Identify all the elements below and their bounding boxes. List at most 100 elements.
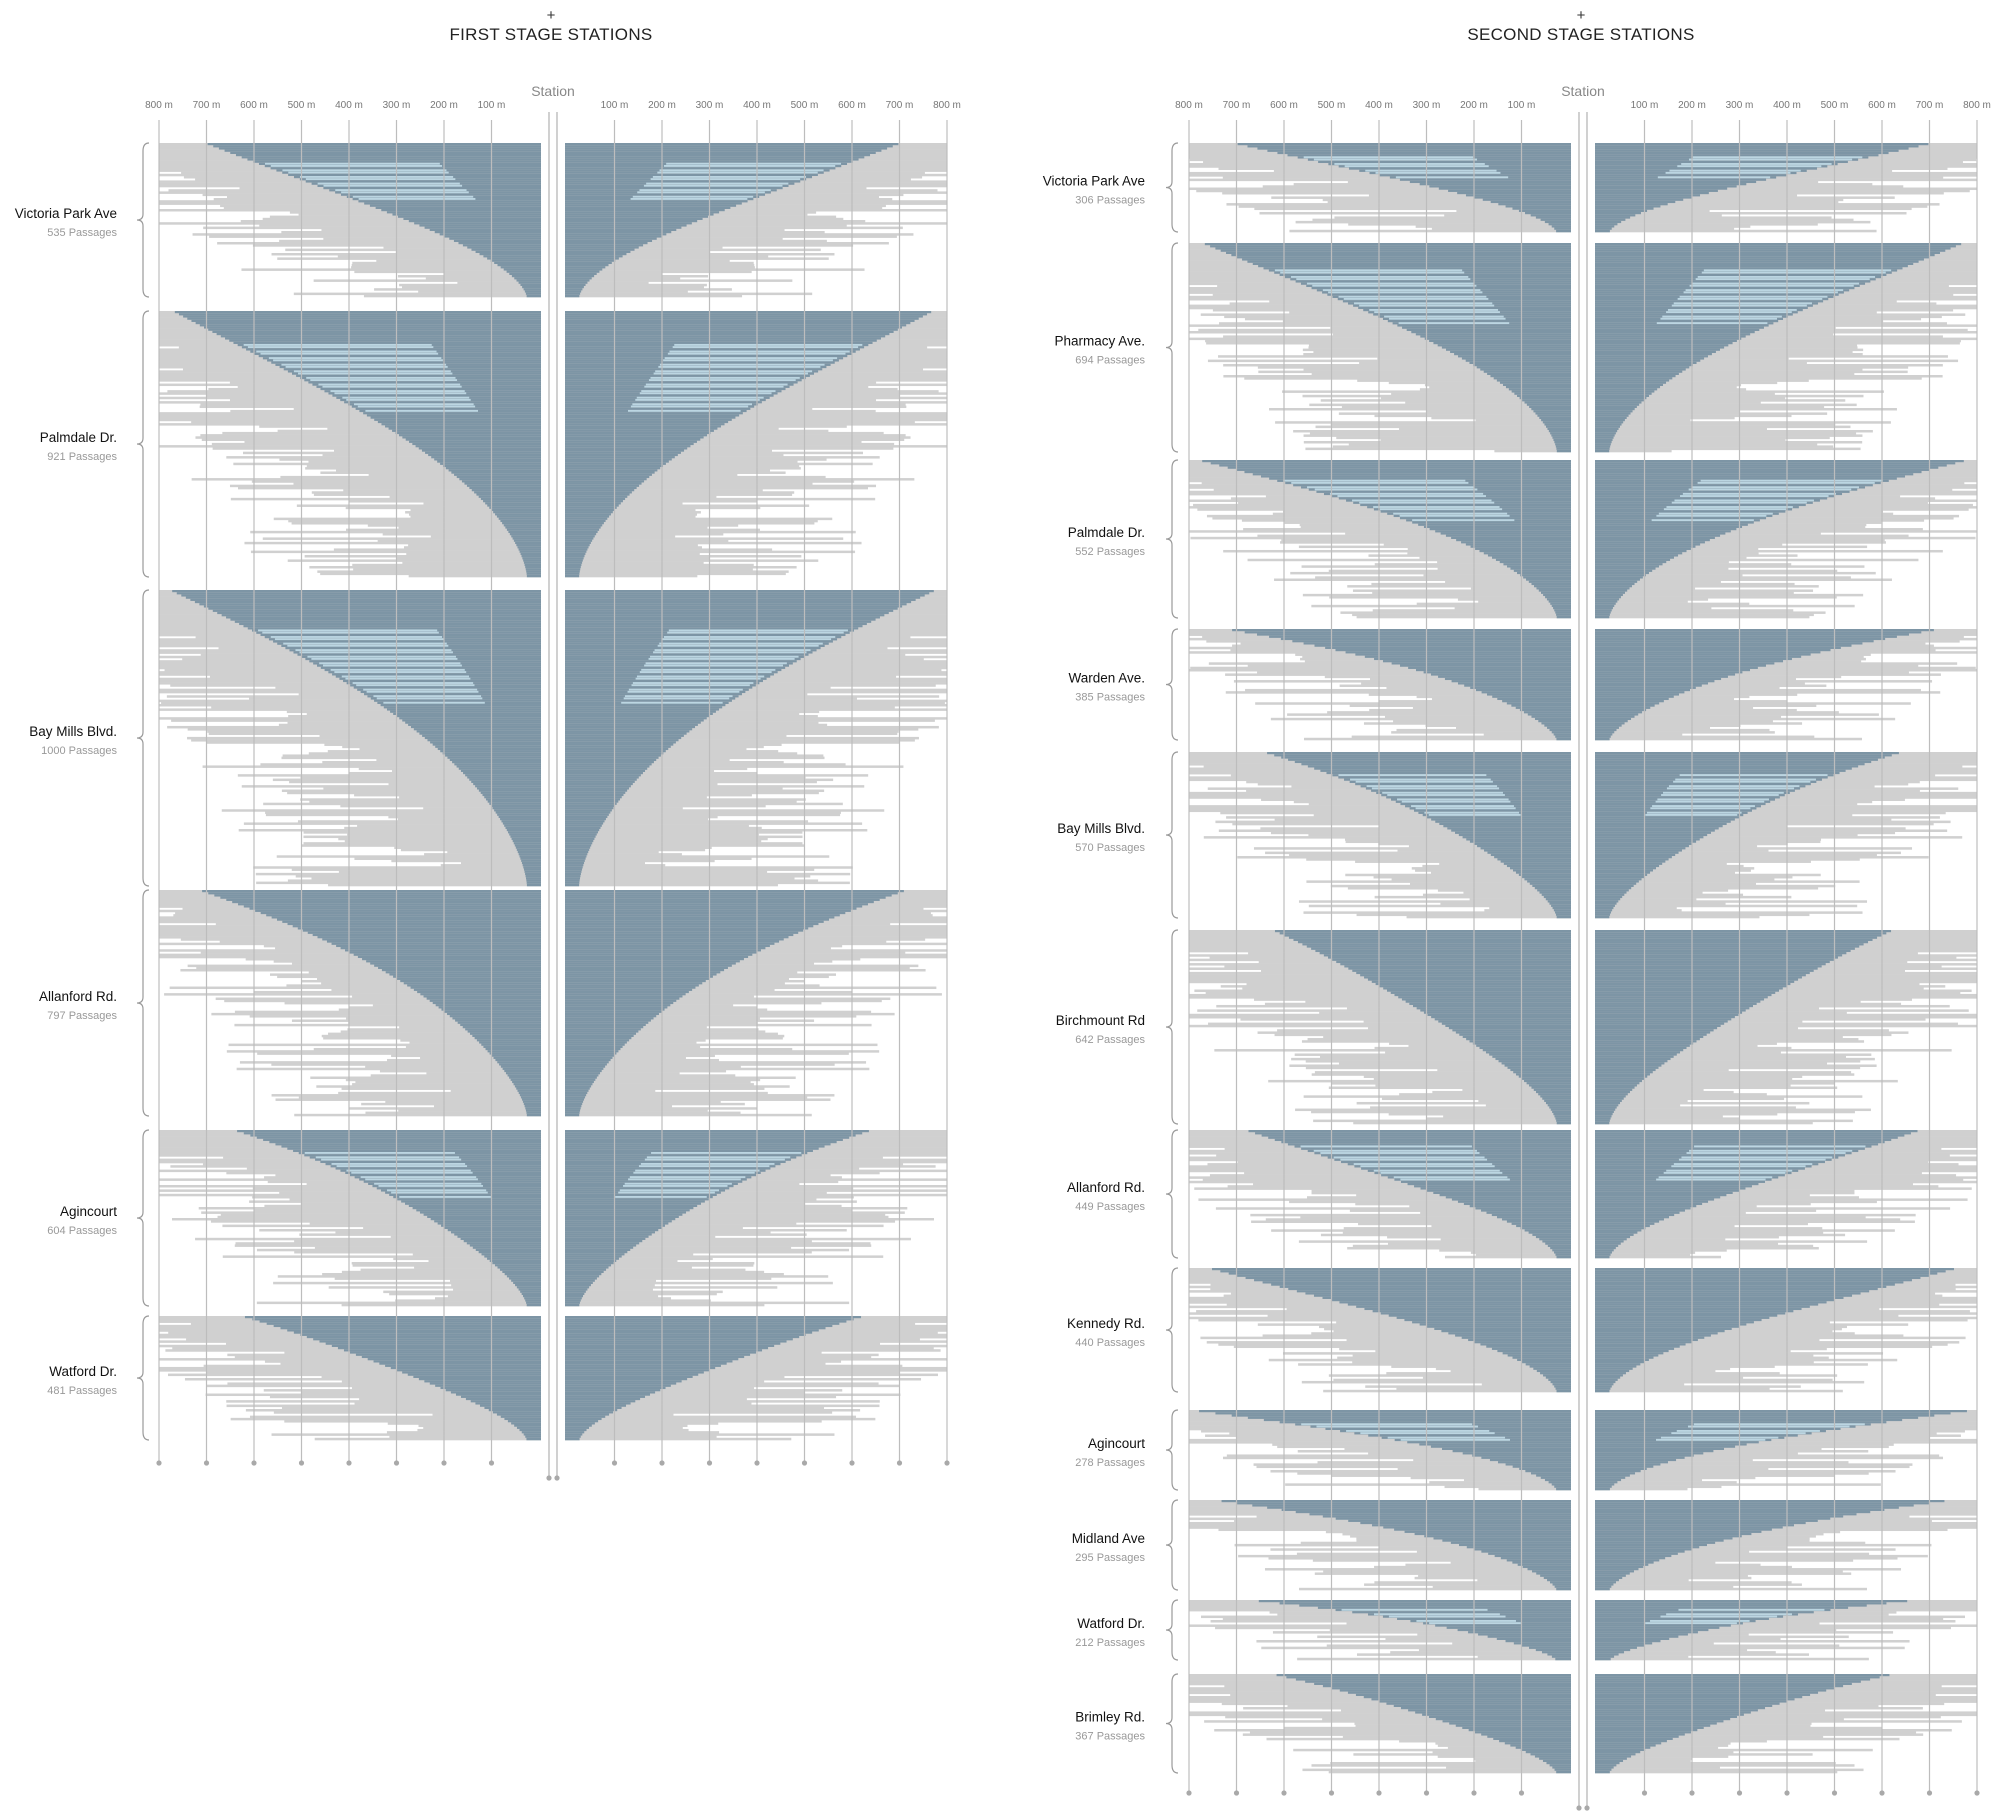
distance-bar-dark	[565, 193, 766, 197]
distance-bar-gray	[287, 559, 541, 562]
distance-bar-gray	[565, 1054, 715, 1058]
distance-bar-light	[659, 642, 823, 645]
distance-bar-dark	[565, 925, 814, 928]
tick-label-left: 300 m	[1413, 100, 1441, 111]
distance-bar-gray	[1196, 189, 1571, 193]
distance-bar-dark	[1252, 473, 1571, 476]
distance-bar-gray	[1268, 1079, 1571, 1083]
distance-bar-dark	[1595, 1205, 1697, 1208]
distance-bar-gray	[253, 866, 541, 869]
distance-bar-gray	[1595, 726, 1711, 730]
distance-bar-dark	[565, 1080, 594, 1084]
distance-bar-dark	[1457, 1200, 1571, 1204]
distance-bar-light	[638, 1165, 770, 1168]
distance-bar-dark	[1595, 820, 1731, 824]
distance-bar-gray	[159, 418, 542, 422]
distance-bar-gray	[265, 813, 541, 817]
distance-bar-dark	[392, 429, 541, 433]
distance-bar-gray	[374, 288, 541, 291]
distance-bar-gray	[1303, 353, 1571, 356]
distance-bar-dark	[1595, 882, 1637, 886]
distance-bar-gray	[1595, 724, 1741, 727]
distance-bar-gray	[1595, 1024, 1977, 1028]
distance-bar-gray	[1595, 361, 1807, 365]
distance-bar-gray	[1595, 607, 1712, 610]
distance-bar-dark	[1595, 187, 1728, 191]
distance-bar-dark	[1502, 383, 1571, 387]
distance-bar-dark	[497, 1061, 541, 1064]
distance-bar-gray	[1595, 1046, 1792, 1050]
distance-bar-dark	[565, 215, 709, 219]
distance-bar-dark	[1595, 1009, 1746, 1012]
tick-label-right: 400 m	[1773, 100, 1801, 111]
distance-bar-dark	[565, 253, 627, 256]
distance-bar-light	[315, 1156, 460, 1159]
distance-bar-gray	[565, 813, 841, 817]
distance-bar-gray	[1455, 726, 1571, 730]
distance-bar-dark	[1595, 390, 1655, 393]
distance-bar-gray	[1595, 1013, 1977, 1017]
distance-bar-dark	[526, 1301, 541, 1305]
distance-bar-dark	[511, 535, 541, 538]
distance-bar-dark	[565, 1207, 694, 1210]
distance-bar-gray	[565, 842, 803, 845]
distance-bar-dark	[1433, 342, 1571, 345]
distance-bar-dark	[1550, 1108, 1571, 1112]
distance-bar-light	[378, 1185, 483, 1187]
distance-bar-dark	[565, 955, 749, 959]
distance-bar-light	[299, 651, 453, 654]
distance-bar-gray	[198, 1207, 541, 1210]
distance-bar-gray	[338, 1091, 541, 1095]
distance-bar-gray	[1301, 1040, 1571, 1043]
distance-bar-dark	[565, 868, 583, 871]
distance-bar-dark	[1595, 765, 1859, 768]
distance-bar-dark	[1267, 1506, 1571, 1510]
distance-bar-gray	[284, 1420, 541, 1423]
distance-bar-gray	[1595, 449, 1672, 453]
distance-bar-gray	[1595, 205, 1928, 208]
grid-dot	[441, 1460, 447, 1466]
distance-bar-gray	[565, 699, 947, 703]
distance-bar-gray	[323, 1037, 541, 1040]
distance-bar-dark	[565, 1415, 606, 1419]
distance-bar-gray	[1595, 1244, 1814, 1248]
distance-bar-dark	[1518, 873, 1571, 877]
distance-bar-dark	[512, 537, 541, 540]
distance-bar-gray	[1595, 408, 1897, 411]
distance-bar-dark	[1532, 1233, 1571, 1237]
distance-bar-gray	[1595, 1231, 1824, 1235]
distance-bar-gray	[1257, 366, 1571, 369]
distance-bar-dark	[565, 1105, 582, 1108]
distance-bar-gray	[230, 497, 541, 501]
distance-bar-light	[659, 363, 825, 366]
distance-bar-gray	[265, 811, 541, 814]
distance-bar-dark	[565, 1096, 586, 1099]
distance-bar-dark	[380, 704, 541, 707]
distance-bar-dark	[494, 261, 541, 265]
distance-bar-dark	[1595, 410, 1633, 413]
distance-bar-dark	[565, 286, 584, 289]
distance-bar-dark	[1441, 1330, 1571, 1333]
distance-bar-light	[285, 365, 448, 368]
distance-bar-dark	[1595, 1427, 1841, 1431]
distance-bar-dark	[524, 870, 541, 874]
distance-bar-gray	[1336, 436, 1571, 440]
distance-bar-dark	[565, 1391, 656, 1394]
distance-bar-dark	[565, 475, 650, 479]
distance-bar-gray	[565, 1010, 872, 1014]
distance-bar-dark	[565, 1037, 632, 1040]
distance-bar-gray	[352, 261, 541, 265]
distance-bar-dark	[523, 1433, 541, 1436]
distance-bar-gray	[1595, 1049, 1952, 1052]
distance-bar-dark	[1595, 985, 1787, 988]
distance-bar-dark	[1595, 260, 1919, 264]
distance-bar-gray	[1189, 1441, 1571, 1444]
distance-bar-light	[376, 697, 483, 700]
distance-bar-dark	[1479, 1046, 1571, 1050]
distance-bar-gray	[1330, 884, 1571, 888]
distance-bar-dark	[514, 1424, 541, 1428]
distance-bar-gray	[391, 859, 541, 863]
distance-bar-gray	[565, 730, 899, 733]
distance-bar-dark	[1438, 675, 1571, 679]
distance-bar-gray	[1233, 680, 1571, 683]
